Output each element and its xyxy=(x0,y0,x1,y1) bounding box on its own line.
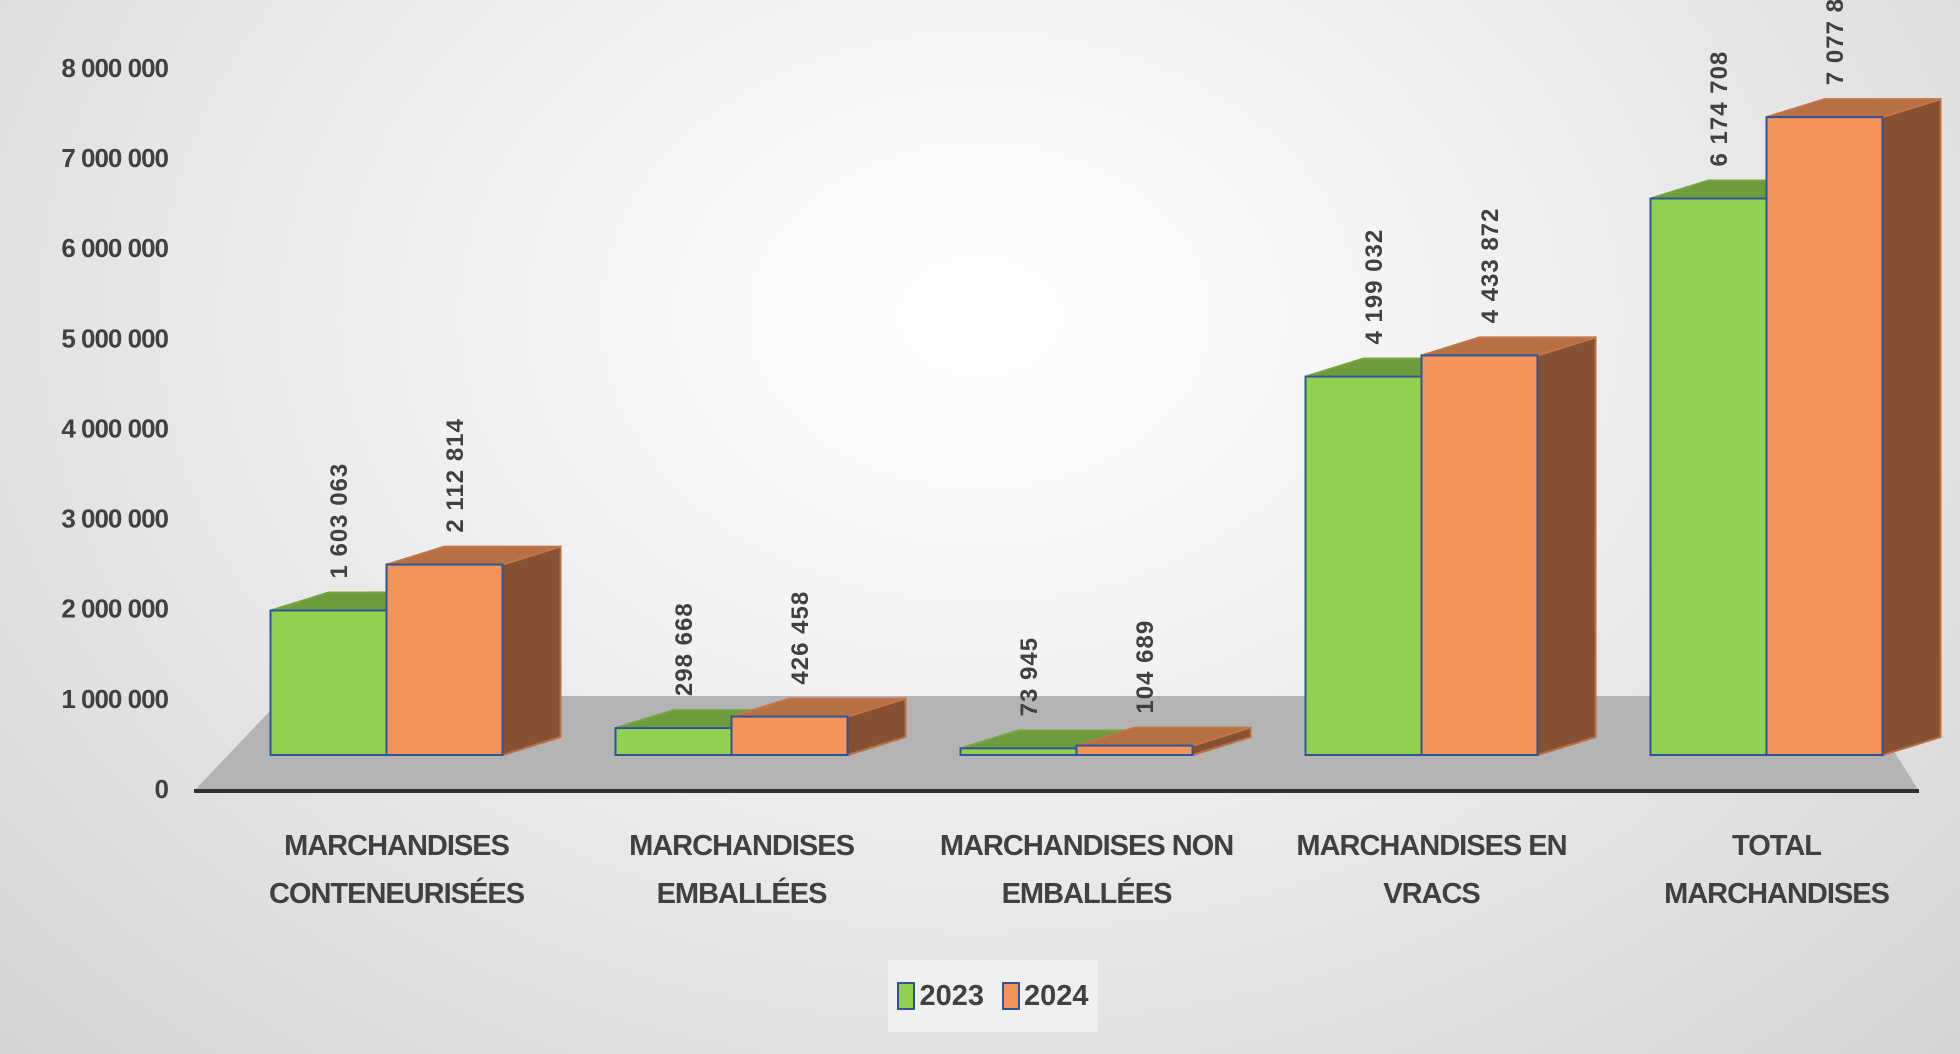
y-tick-label: 0 xyxy=(155,774,169,804)
bar-side xyxy=(501,545,562,757)
x-tick-label: TOTAL MARCHANDISES xyxy=(1664,830,1890,910)
bar-front xyxy=(1304,375,1423,756)
value-label: 104 689 xyxy=(1132,620,1159,714)
bar xyxy=(730,697,907,757)
bar-side xyxy=(1881,97,1942,757)
bar-side xyxy=(1536,336,1597,757)
bar xyxy=(1075,726,1252,757)
legend: 2023 2024 xyxy=(888,960,1098,1032)
x-tick-label: MARCHANDISES EMBALLÉES xyxy=(629,830,855,910)
bar xyxy=(1765,97,1942,757)
x-tick-label: MARCHANDISES NON EMBALLÉES xyxy=(939,830,1234,910)
y-tick-label: 4 000 000 xyxy=(61,413,168,443)
bar-front xyxy=(385,563,504,756)
legend-item: 2024 xyxy=(1002,980,1089,1013)
bar-front xyxy=(1420,354,1539,756)
legend-swatch xyxy=(1002,982,1020,1010)
value-label: 4 433 872 xyxy=(1477,208,1504,324)
y-tick-label: 7 000 000 xyxy=(61,143,168,173)
legend-swatch xyxy=(897,982,916,1010)
legend-item: 2023 xyxy=(897,980,984,1013)
legend-label: 2024 xyxy=(1024,979,1089,1012)
bar-front xyxy=(1765,116,1884,756)
bar-front xyxy=(959,747,1078,756)
legend-label: 2023 xyxy=(919,979,984,1012)
bar-front xyxy=(1075,744,1194,756)
y-tick-label: 6 000 000 xyxy=(61,233,168,263)
y-tick-label: 2 000 000 xyxy=(61,594,168,624)
value-label: 2 112 814 xyxy=(442,418,469,532)
bar-front xyxy=(614,727,733,756)
value-label: 6 174 708 xyxy=(1706,51,1733,167)
bar-front xyxy=(730,715,849,757)
bar-front xyxy=(269,609,388,756)
value-label: 7 077 834 xyxy=(1822,0,1849,85)
y-tick-label: 8 000 000 xyxy=(61,53,168,83)
bar-front xyxy=(1649,197,1768,756)
value-label: 73 945 xyxy=(1016,637,1043,716)
y-tick-label: 1 000 000 xyxy=(61,684,168,714)
value-label: 426 458 xyxy=(787,591,814,685)
value-label: 298 668 xyxy=(671,602,698,696)
y-tick-label: 5 000 000 xyxy=(61,323,168,353)
value-label: 4 199 032 xyxy=(1361,229,1388,345)
y-tick-label: 3 000 000 xyxy=(61,504,168,534)
bar xyxy=(385,545,562,757)
bar xyxy=(1420,336,1597,757)
x-tick-label: MARCHANDISES CONTENEURISÉES xyxy=(268,830,525,910)
x-tick-label: MARCHANDISES EN VRACS xyxy=(1296,830,1567,910)
value-label: 1 603 063 xyxy=(326,463,353,579)
